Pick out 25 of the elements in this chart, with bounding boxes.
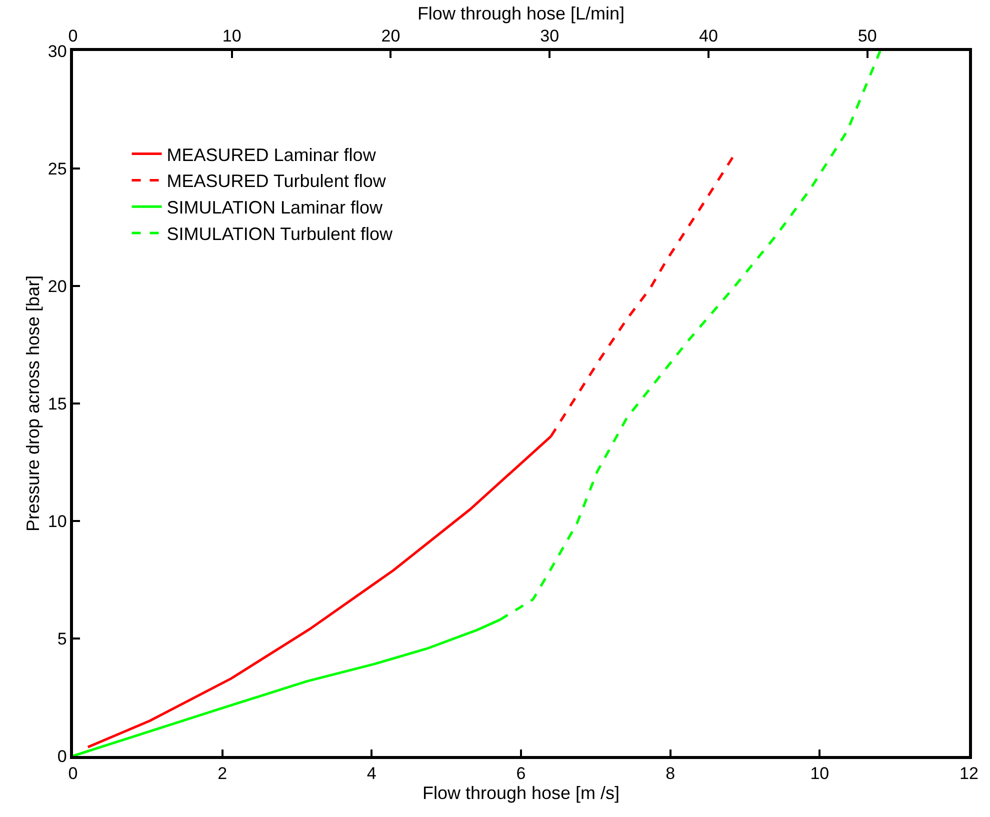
x-tick-label: 10 [810, 764, 830, 784]
x2-tick-label: 30 [540, 26, 560, 46]
y-tick-label: 15 [48, 394, 67, 414]
x2-tick-label: 10 [222, 26, 242, 46]
y-tick-label: 25 [48, 159, 67, 178]
x-tick-label: 8 [666, 764, 676, 784]
x2-tick-label: 20 [381, 26, 400, 46]
legend-label: MEASURED Turbulent flow [166, 171, 387, 192]
legend-label: MEASURED Laminar flow [166, 144, 377, 165]
legend-label: SIMULATION Turbulent flow [166, 224, 394, 244]
x-tick-label: 2 [218, 764, 228, 784]
y-tick-label: 10 [48, 512, 67, 531]
y-tick-label: 5 [57, 629, 67, 648]
x2-tick-label: 40 [699, 26, 718, 46]
x-tick-label: 4 [366, 764, 376, 784]
y-tick-label: 0 [57, 746, 67, 766]
y-tick-label: 30 [48, 42, 67, 61]
x2-axis-title: Flow through hose [L/min] [417, 4, 625, 24]
legend-label: SIMULATION Laminar flow [166, 198, 384, 218]
x2-tick-label: 50 [858, 26, 877, 46]
x-tick-label: 12 [960, 764, 978, 784]
y-axis-title: Pressure drop across hose [bar] [23, 275, 44, 532]
x-axis-title: Flow through hose [m /s] [422, 783, 620, 804]
x-tick-label: 6 [516, 764, 526, 784]
y-tick-label: 20 [48, 276, 67, 296]
